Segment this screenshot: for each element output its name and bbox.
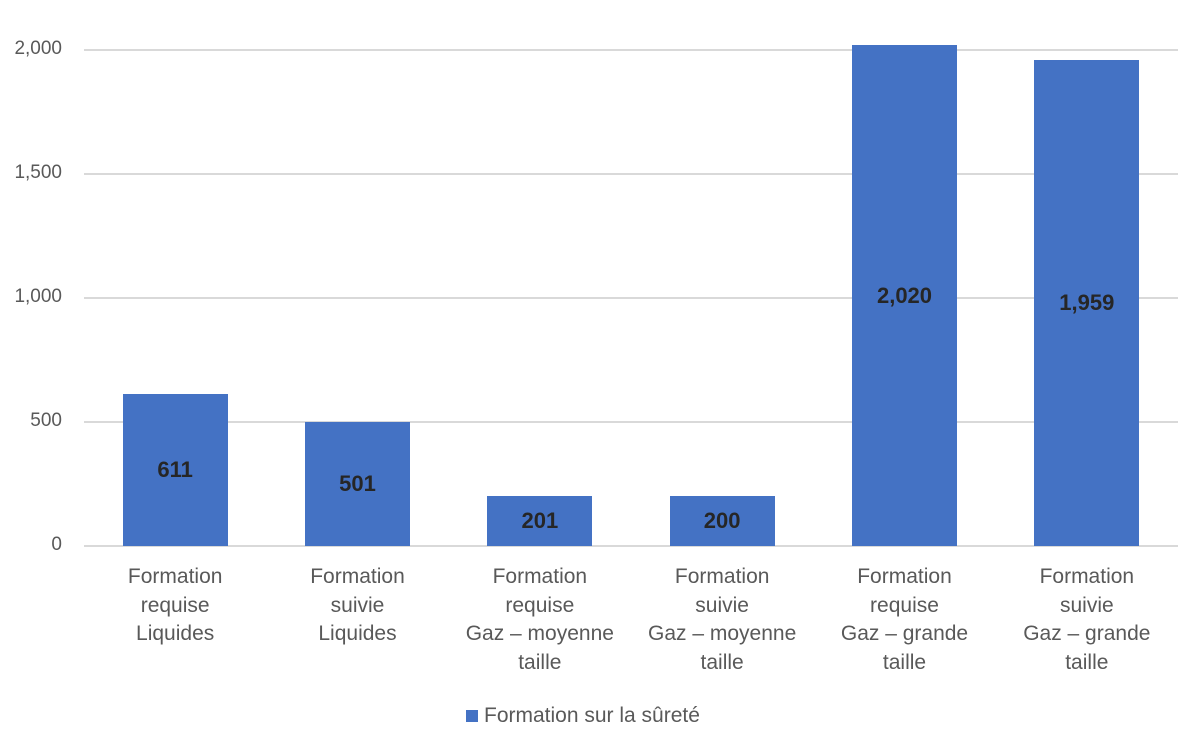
y-tick-label: 2,000 — [14, 38, 62, 59]
legend: Formation sur la sûreté — [466, 704, 700, 728]
bar — [669, 496, 775, 546]
legend-label: Formation sur la sûreté — [484, 704, 700, 727]
y-tick-label: 500 — [30, 410, 62, 431]
gridline — [84, 49, 1178, 51]
data-label: 201 — [521, 508, 559, 534]
x-tick-label: Formation requise Liquides — [127, 565, 223, 645]
bar — [487, 496, 593, 546]
y-tick-label: 1,000 — [14, 286, 62, 307]
x-tick-label: Formation suivie Gaz – moyenne taille — [648, 565, 797, 674]
y-tick-label: 1,500 — [14, 162, 62, 183]
x-tick-label: Formation requise Gaz – grande taille — [840, 565, 969, 674]
bar — [122, 394, 228, 546]
gridline — [84, 545, 1178, 547]
gridline — [84, 421, 1178, 423]
data-label: 501 — [339, 470, 376, 496]
x-tick-label: Formation requise Gaz – moyenne taille — [465, 565, 614, 674]
data-label: 2,020 — [876, 282, 933, 308]
bar — [305, 421, 410, 546]
gridline — [84, 173, 1178, 175]
bar — [852, 45, 957, 546]
x-tick-label: Formation suivie Gaz – grande taille — [1023, 565, 1151, 674]
bar — [1034, 60, 1140, 546]
legend-swatch-icon — [466, 710, 478, 722]
data-label: 200 — [703, 508, 741, 534]
data-label: 1,959 — [1059, 290, 1115, 316]
x-tick-label: Formation suivie Liquides — [310, 565, 405, 645]
gridline — [84, 297, 1178, 299]
y-tick-label: 0 — [51, 534, 62, 555]
data-label: 611 — [157, 457, 193, 483]
